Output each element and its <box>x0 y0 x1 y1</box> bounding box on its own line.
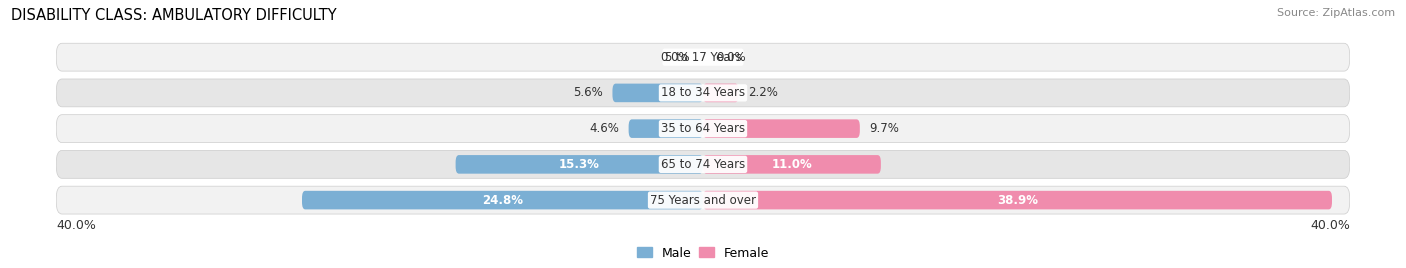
FancyBboxPatch shape <box>613 84 703 102</box>
Text: 40.0%: 40.0% <box>1310 219 1350 232</box>
Text: Source: ZipAtlas.com: Source: ZipAtlas.com <box>1277 8 1395 18</box>
Text: 24.8%: 24.8% <box>482 193 523 207</box>
Text: DISABILITY CLASS: AMBULATORY DIFFICULTY: DISABILITY CLASS: AMBULATORY DIFFICULTY <box>11 8 337 23</box>
Text: 5 to 17 Years: 5 to 17 Years <box>665 51 741 64</box>
FancyBboxPatch shape <box>56 186 1350 214</box>
Text: 75 Years and over: 75 Years and over <box>650 193 756 207</box>
FancyBboxPatch shape <box>628 119 703 138</box>
FancyBboxPatch shape <box>703 155 880 174</box>
Legend: Male, Female: Male, Female <box>631 241 775 265</box>
Text: 2.2%: 2.2% <box>748 86 778 99</box>
Text: 35 to 64 Years: 35 to 64 Years <box>661 122 745 135</box>
Text: 11.0%: 11.0% <box>772 158 813 171</box>
Text: 38.9%: 38.9% <box>997 193 1038 207</box>
FancyBboxPatch shape <box>302 191 703 209</box>
Text: 5.6%: 5.6% <box>574 86 603 99</box>
Text: 0.0%: 0.0% <box>716 51 745 64</box>
FancyBboxPatch shape <box>703 119 860 138</box>
FancyBboxPatch shape <box>703 191 1331 209</box>
FancyBboxPatch shape <box>56 79 1350 107</box>
FancyBboxPatch shape <box>456 155 703 174</box>
Text: 65 to 74 Years: 65 to 74 Years <box>661 158 745 171</box>
Text: 9.7%: 9.7% <box>869 122 900 135</box>
Text: 0.0%: 0.0% <box>661 51 690 64</box>
FancyBboxPatch shape <box>56 115 1350 143</box>
Text: 18 to 34 Years: 18 to 34 Years <box>661 86 745 99</box>
Text: 40.0%: 40.0% <box>56 219 96 232</box>
Text: 4.6%: 4.6% <box>589 122 619 135</box>
FancyBboxPatch shape <box>56 150 1350 178</box>
FancyBboxPatch shape <box>56 43 1350 71</box>
FancyBboxPatch shape <box>703 84 738 102</box>
Text: 15.3%: 15.3% <box>558 158 600 171</box>
